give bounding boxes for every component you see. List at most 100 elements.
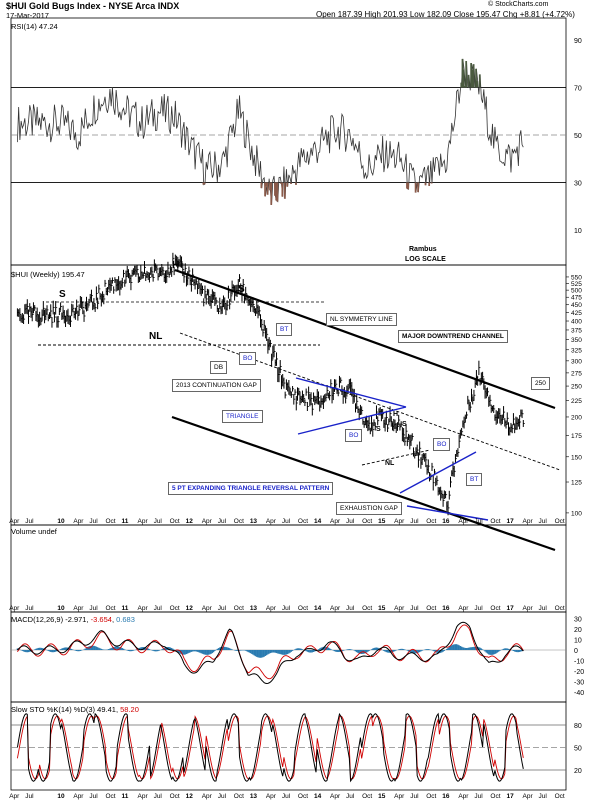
annot-bt1: BT bbox=[276, 323, 293, 336]
panel-frame bbox=[10, 524, 567, 613]
price-tick-label: 100 bbox=[571, 510, 582, 517]
price-tick-label: 325 bbox=[571, 347, 582, 354]
x-axis-label: Jul bbox=[346, 605, 355, 612]
macd-tick-label: -20 bbox=[574, 669, 584, 676]
rsi-oversold-fill bbox=[264, 182, 266, 197]
rsi-oversold-fill bbox=[283, 182, 286, 199]
x-axis-label: Oct bbox=[105, 793, 115, 800]
rsi-oversold-fill bbox=[203, 182, 206, 185]
rsi-oversold-fill bbox=[265, 182, 268, 187]
x-axis-label: Oct bbox=[555, 793, 565, 800]
sto-k-line bbox=[16, 712, 524, 783]
x-axis-label: Jul bbox=[539, 793, 548, 800]
x-axis-label: 13 bbox=[250, 518, 258, 525]
x-axis-label: Apr bbox=[73, 518, 84, 525]
x-axis-label: Apr bbox=[458, 518, 469, 525]
price-tick-label: 525 bbox=[571, 281, 582, 288]
rsi-oversold-fill bbox=[275, 182, 278, 201]
rsi-oversold-fill bbox=[430, 182, 433, 184]
ohlc-readout: Open 187.39 High 201.93 Low 182.09 Close… bbox=[316, 10, 575, 19]
annot-s-small1: S bbox=[376, 426, 381, 433]
x-axis-label: Apr bbox=[9, 793, 20, 800]
small-neckline bbox=[361, 449, 431, 466]
x-axis-label: 11 bbox=[121, 518, 128, 525]
major-channel-upper bbox=[174, 268, 556, 410]
price-tick-label: 375 bbox=[571, 327, 582, 334]
x-axis-label: Oct bbox=[426, 518, 436, 525]
sto-tick-label: 50 bbox=[574, 746, 582, 753]
x-axis-label: Apr bbox=[330, 518, 341, 525]
x-axis-label: Jul bbox=[25, 518, 34, 525]
price-tick-label: 200 bbox=[571, 414, 582, 421]
x-axis-label: 16 bbox=[442, 518, 450, 525]
x-axis-label: Jul bbox=[25, 793, 34, 800]
x-axis-label: Jul bbox=[410, 605, 419, 612]
x-axis-label: 16 bbox=[442, 793, 450, 800]
x-axis-label: 17 bbox=[506, 605, 514, 612]
annot-s-right: S bbox=[238, 284, 245, 295]
chart-date: 17-Mar-2017 bbox=[6, 11, 49, 20]
x-axis-label: Oct bbox=[105, 518, 115, 525]
x-axis-label: 16 bbox=[442, 605, 450, 612]
x-axis-label: Jul bbox=[539, 518, 548, 525]
x-axis-label: 10 bbox=[57, 793, 65, 800]
rsi-oversold-fill bbox=[269, 182, 271, 191]
rsi-tick-label: 90 bbox=[574, 38, 582, 45]
rsi-overbought-fill bbox=[461, 58, 464, 88]
brand-label: © StockCharts.com bbox=[488, 1, 549, 8]
rsi-tick-label: 50 bbox=[574, 133, 582, 140]
x-axis-label: Oct bbox=[298, 518, 308, 525]
x-axis-label: Oct bbox=[298, 793, 308, 800]
rsi-oversold-fill bbox=[270, 182, 273, 205]
x-axis-label: Oct bbox=[234, 605, 244, 612]
sto-panel: 80 50 20 bbox=[11, 712, 582, 783]
rsi-overbought-fill bbox=[471, 69, 474, 88]
macd-tick-label: -40 bbox=[574, 690, 584, 697]
macd-panel: 30 20 10 0 -10 -20 -30 -40 bbox=[11, 617, 584, 697]
x-axis-label: Jul bbox=[154, 605, 163, 612]
x-axis-label: Apr bbox=[138, 518, 149, 525]
rsi-oversold-fill bbox=[266, 182, 269, 195]
annot-h-top: H bbox=[172, 260, 180, 271]
x-axis-label: Jul bbox=[89, 793, 98, 800]
x-axis-label: Apr bbox=[330, 605, 341, 612]
x-axis-label: Oct bbox=[170, 793, 180, 800]
expanding-lower bbox=[406, 505, 489, 521]
sto-label: Slow STO %K(14) %D(3) 49.41, 58.20 bbox=[11, 705, 139, 714]
x-axis-label: 14 bbox=[314, 605, 322, 612]
x-axis-label: 15 bbox=[378, 793, 386, 800]
x-axis-label: Jul bbox=[346, 518, 355, 525]
x-axis-label: Oct bbox=[170, 605, 180, 612]
x-axis-label: 12 bbox=[186, 793, 194, 800]
x-axis-label: Apr bbox=[458, 605, 469, 612]
x-axis-label: Oct bbox=[234, 518, 244, 525]
sto-tick-label: 80 bbox=[574, 723, 582, 730]
major-channel-lower bbox=[171, 415, 556, 552]
volume-label: Volume undef bbox=[11, 527, 57, 536]
annot-expanding-triangle: 5 PT EXPANDING TRIANGLE REVERSAL PATTERN bbox=[168, 482, 334, 495]
x-axis-label: Oct bbox=[362, 793, 372, 800]
price-tick-label: 275 bbox=[571, 370, 582, 377]
x-axis-label: Jul bbox=[218, 518, 227, 525]
x-axis-label: Jul bbox=[282, 793, 291, 800]
rsi-oversold-fill bbox=[274, 182, 276, 196]
rsi-overbought-fill bbox=[460, 82, 463, 88]
price-tick-label: 500 bbox=[571, 288, 582, 295]
x-axis-label: Oct bbox=[555, 518, 565, 525]
chart-title: $HUI Gold Bugs Index - NYSE Arca INDX bbox=[6, 1, 180, 11]
x-axis-label: Jul bbox=[154, 518, 163, 525]
expanding-upper bbox=[399, 451, 477, 494]
annot-target-250: 250 bbox=[531, 377, 550, 390]
x-axis-label: Jul bbox=[410, 793, 419, 800]
rsi-overbought-fill bbox=[478, 74, 481, 88]
x-axis-label: Apr bbox=[9, 605, 20, 612]
x-axis-label: Apr bbox=[523, 518, 534, 525]
x-axis-label: Oct bbox=[298, 605, 308, 612]
x-axis-label: 12 bbox=[186, 518, 194, 525]
x-axis-label: Jul bbox=[539, 605, 548, 612]
annot-s-small2: S bbox=[402, 421, 407, 428]
rsi-overbought-fill bbox=[475, 68, 477, 88]
rsi-overbought-fill bbox=[476, 81, 479, 88]
macd-line bbox=[17, 621, 524, 684]
rsi-overbought-fill bbox=[472, 64, 475, 88]
